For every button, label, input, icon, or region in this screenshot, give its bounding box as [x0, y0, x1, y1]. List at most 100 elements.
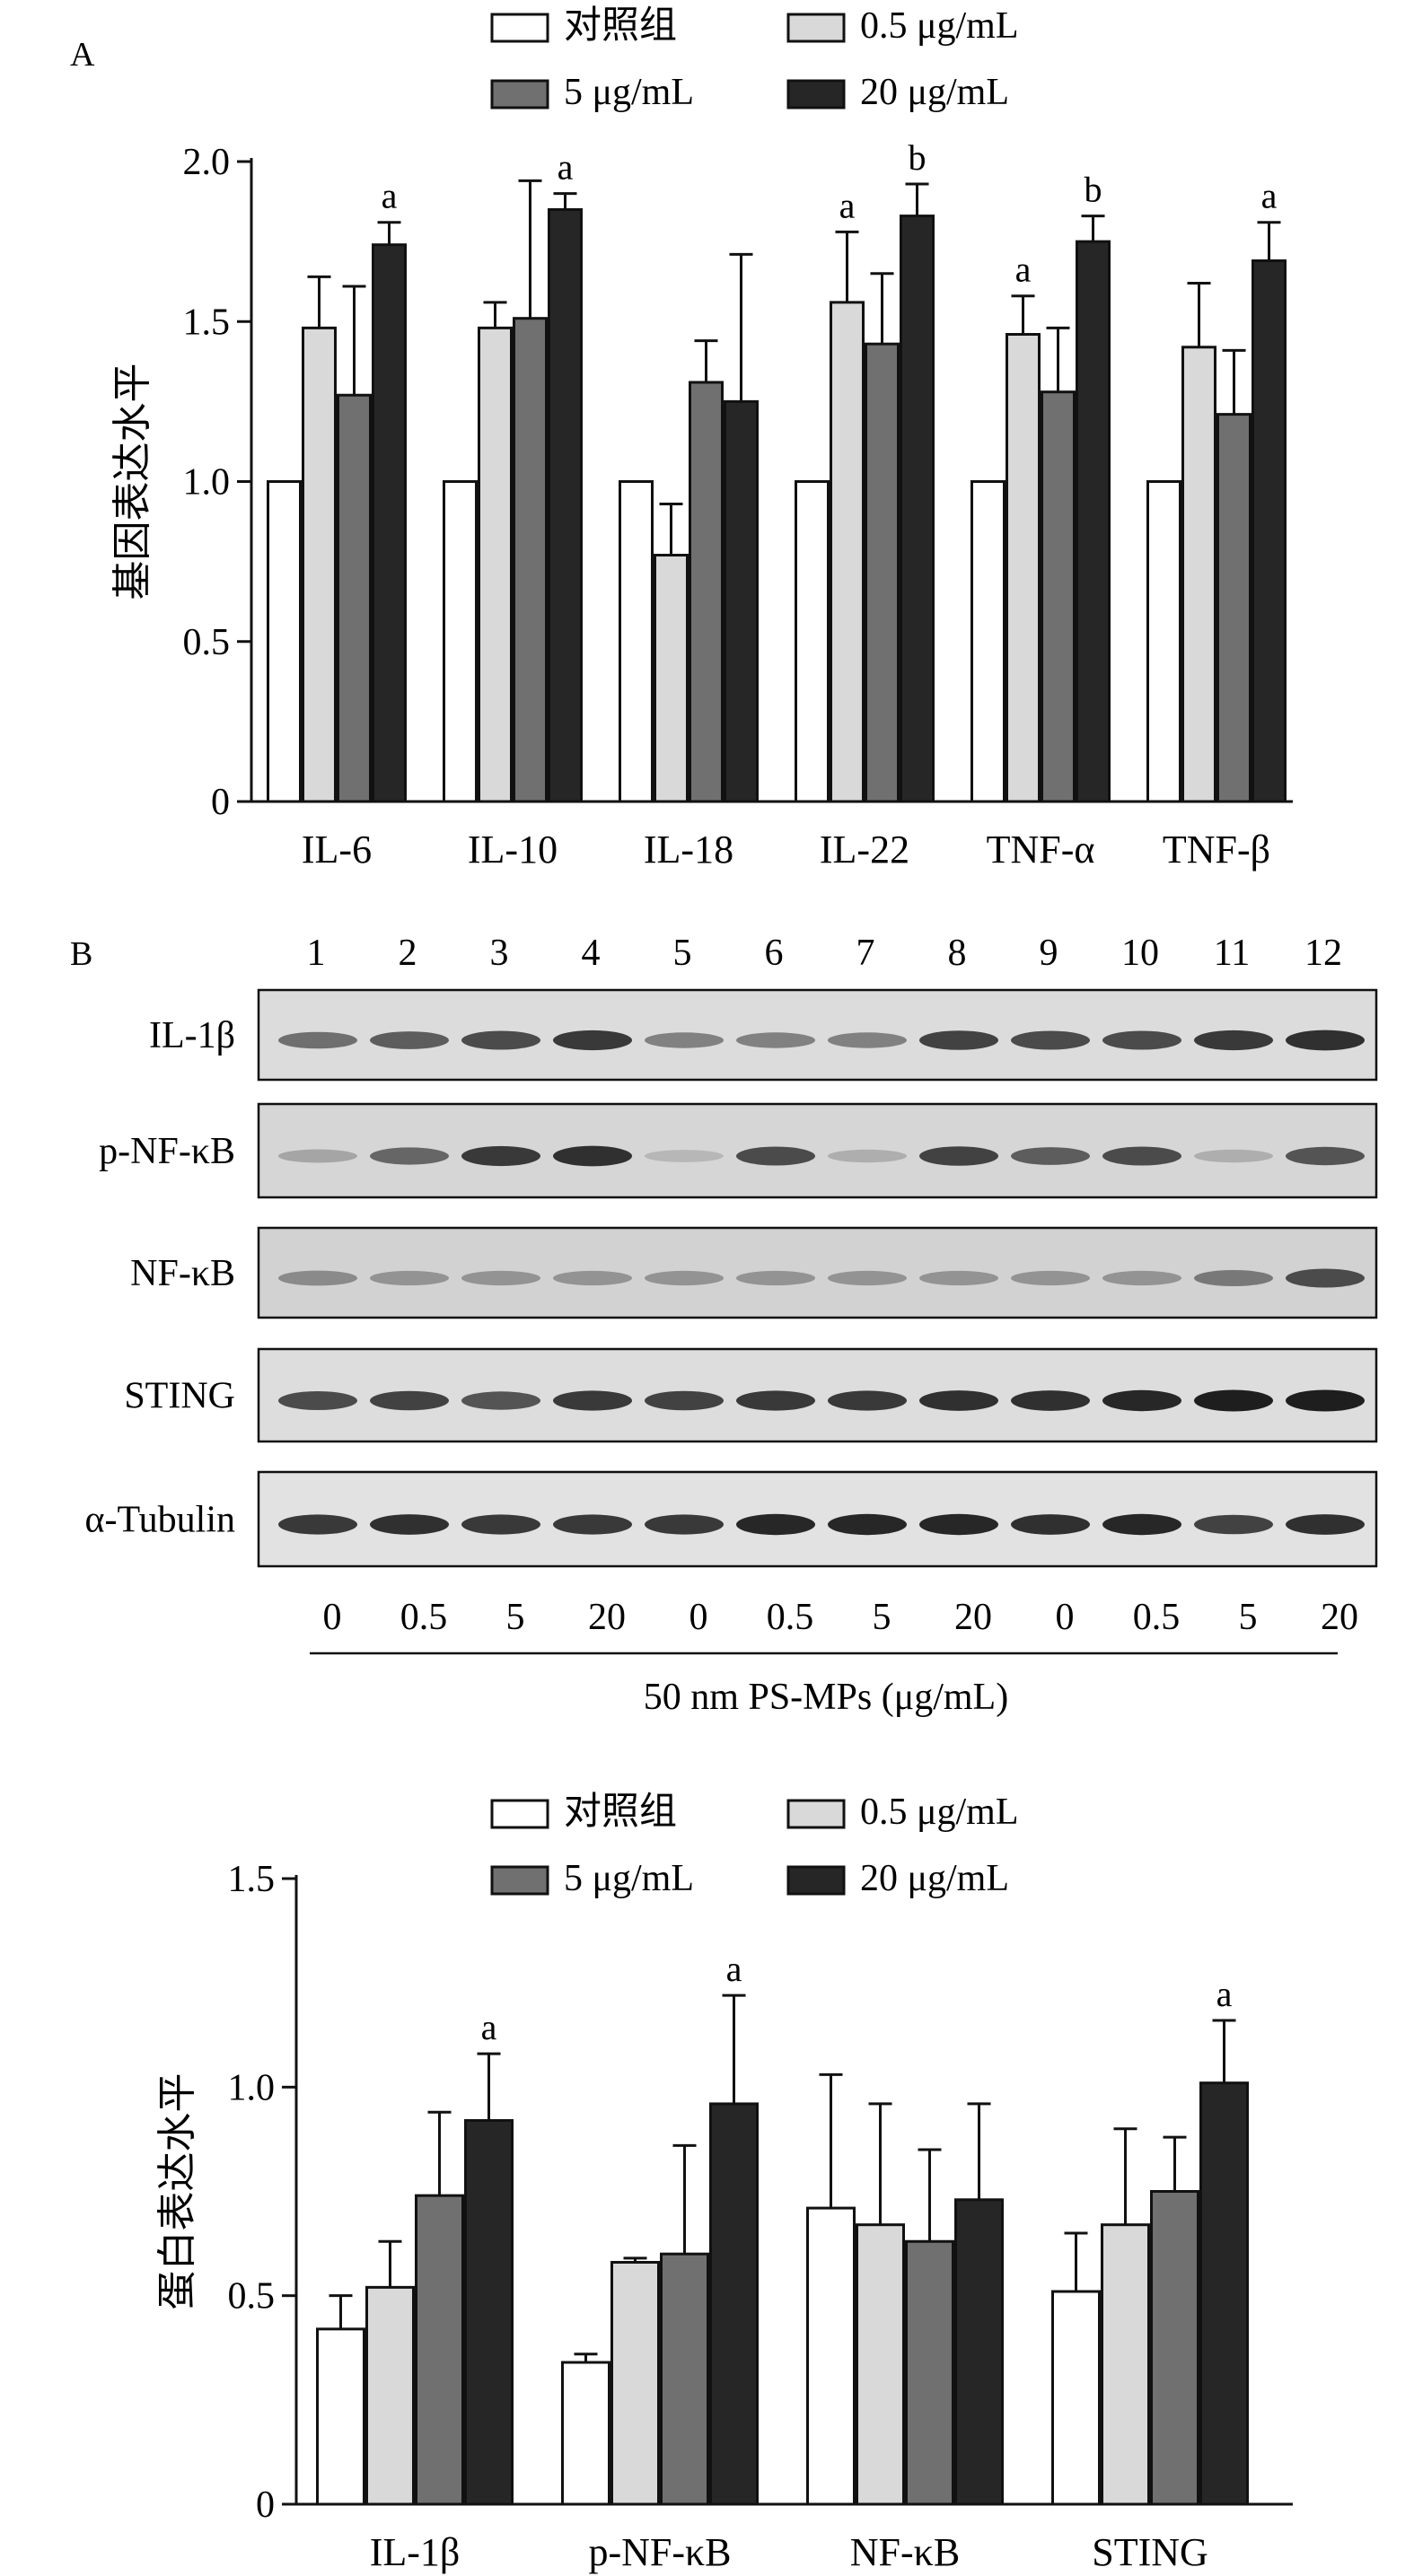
lane-number: 5 [673, 933, 692, 974]
lane-number: 7 [856, 933, 875, 974]
blot-band [828, 1390, 907, 1411]
significance-label: a [1261, 176, 1278, 216]
bar [415, 2194, 464, 2506]
concentration-label: 0.5 [767, 1597, 814, 1638]
lane-number: 10 [1121, 933, 1159, 974]
concentration-label: 20 [1321, 1597, 1358, 1638]
bar [1199, 2081, 1249, 2506]
blot-row-label: STING [124, 1376, 235, 1417]
bar [806, 2206, 856, 2506]
bar [689, 381, 724, 803]
blot-band [461, 1391, 540, 1410]
blot-band [461, 1270, 540, 1286]
blot-band [553, 1390, 632, 1411]
blot-band [370, 1390, 449, 1411]
bar [954, 2198, 1004, 2506]
blot-band [278, 1514, 357, 1535]
blot-band [1286, 1030, 1365, 1051]
blot-band [1194, 1030, 1273, 1051]
blot-band [370, 1514, 449, 1535]
bar [619, 480, 654, 803]
bar [905, 2239, 954, 2506]
legend-swatch [490, 1865, 549, 1896]
legend-label: 20 μg/mL [860, 72, 1009, 113]
concentration-label: 0 [323, 1597, 342, 1638]
blot-band [1011, 1514, 1090, 1535]
bar [1051, 2290, 1101, 2506]
bar [365, 2285, 415, 2506]
blot-band [553, 1030, 632, 1051]
western-blot-rows: IL-1β p-NF-κB NF-κB STING α-Tubulin [84, 988, 1378, 1568]
concentration-labels: 0 0.5 5 20 0 0.5 5 20 0 0.5 5 20 [323, 1597, 1359, 1638]
concentration-label: 0 [1056, 1597, 1075, 1638]
blot-band [1011, 1147, 1090, 1165]
legend-swatch [786, 13, 846, 43]
blot-band [919, 1030, 998, 1050]
legend-label: 20 μg/mL [860, 1858, 1009, 1899]
blot-row-label: NF-κB [130, 1253, 235, 1294]
blot-band [461, 1514, 540, 1535]
blot-band [1102, 1146, 1181, 1166]
blot-band [736, 1513, 815, 1536]
blot-row-label: IL-1β [149, 1015, 235, 1056]
concentration-label: 20 [954, 1597, 992, 1638]
bar [795, 480, 830, 803]
blot-band [278, 1391, 357, 1410]
significance-label: a [726, 1949, 742, 1989]
bar [316, 2327, 365, 2506]
blot-band [919, 1513, 998, 1536]
blot-band [1286, 1514, 1365, 1535]
blot-band [1194, 1389, 1273, 1412]
x-tick-label: IL-10 [468, 828, 558, 872]
blot-band [1102, 1030, 1181, 1050]
bar [1146, 480, 1181, 803]
blot-band [1102, 1270, 1181, 1286]
bar [443, 480, 478, 803]
blot-band [461, 1145, 540, 1167]
bar [1076, 240, 1111, 803]
significance-label: a [1216, 1974, 1233, 2014]
lane-number: 9 [1040, 933, 1058, 974]
lane-number: 3 [490, 933, 509, 974]
blot-band [1011, 1390, 1090, 1411]
significance-label: a [558, 147, 574, 188]
y-tick-label: 0 [211, 782, 230, 823]
x-tick-label: STING [1092, 2530, 1208, 2574]
legend-label: 5 μg/mL [564, 72, 694, 113]
blot-band [919, 1390, 998, 1411]
blot-band [645, 1270, 724, 1286]
bar [724, 399, 759, 803]
blot-band [919, 1270, 998, 1286]
blot-band [645, 1150, 724, 1162]
blot-band [736, 1146, 815, 1166]
y-tick-label: 2.0 [183, 142, 231, 183]
lane-number: 4 [582, 933, 601, 974]
blot-band [645, 1514, 724, 1535]
bar [1041, 390, 1076, 803]
blot-band [553, 1270, 632, 1286]
x-tick-label: IL-22 [820, 828, 909, 872]
blot-band [1102, 1513, 1181, 1536]
blot-frame [257, 1470, 1378, 1568]
bar [372, 243, 407, 803]
blot-frame [257, 1102, 1378, 1199]
bar [610, 2260, 660, 2506]
blot-band [828, 1513, 907, 1536]
x-tick-label: NF-κB [850, 2530, 960, 2574]
blot-frame [257, 1226, 1378, 1319]
concentration-label: 5 [1239, 1597, 1258, 1638]
bar [1006, 333, 1041, 803]
x-tick-label: TNF-β [1163, 828, 1270, 872]
bar [464, 2119, 514, 2506]
blot-band [1286, 1389, 1365, 1412]
blot-band [828, 1149, 907, 1163]
chart-a: 0 0.5 1.0 1.5 2.0 基因表达水平 IL-6 IL-10 IL-18 IL-22 TN… [110, 137, 1293, 872]
legend-swatch [490, 1799, 549, 1829]
bar [900, 215, 935, 803]
concentration-label: 0.5 [400, 1597, 448, 1638]
blot-band [278, 1031, 357, 1049]
blot-band [1102, 1389, 1181, 1412]
significance-label: b [1085, 170, 1102, 210]
y-tick-label: 0.5 [183, 622, 231, 663]
bar [1101, 2223, 1150, 2506]
